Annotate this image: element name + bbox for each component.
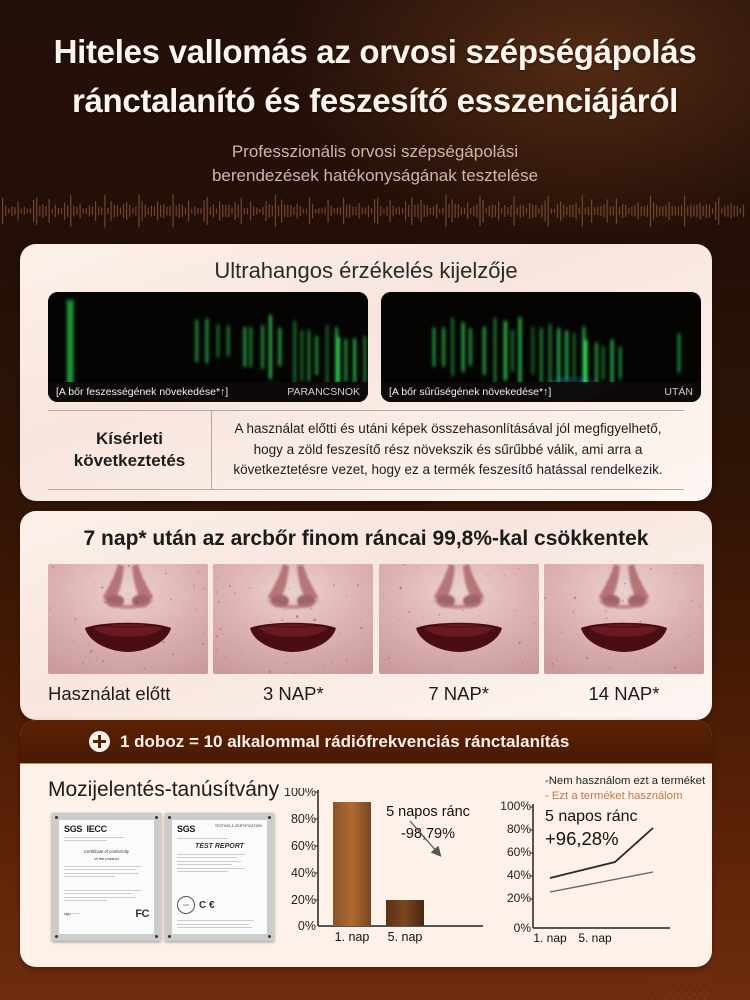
- svg-text:5 napos ránc: 5 napos ránc: [386, 804, 470, 820]
- svg-text:5. nap: 5. nap: [388, 930, 423, 944]
- svg-text:-98,79%: -98,79%: [401, 826, 455, 842]
- svg-text:40%: 40%: [291, 866, 316, 880]
- svg-text:+96,28%: +96,28%: [545, 828, 619, 849]
- svg-text:- Ezt a terméket használom: - Ezt a terméket használom: [545, 790, 683, 802]
- svg-text:5. nap: 5. nap: [578, 931, 612, 945]
- svg-text:0%: 0%: [514, 921, 532, 935]
- svg-text:80%: 80%: [507, 822, 531, 836]
- svg-text:0%: 0%: [298, 919, 316, 933]
- svg-text:60%: 60%: [507, 845, 531, 859]
- svg-text:100%: 100%: [500, 799, 531, 813]
- svg-text:60%: 60%: [291, 839, 316, 853]
- svg-text:20%: 20%: [291, 893, 316, 907]
- svg-text:80%: 80%: [291, 812, 316, 826]
- svg-text:1. nap: 1. nap: [335, 930, 370, 944]
- svg-text:40%: 40%: [507, 868, 531, 882]
- svg-text:100%: 100%: [284, 788, 316, 799]
- svg-text:1. nap: 1. nap: [533, 931, 567, 945]
- svg-text:5 napos ránc: 5 napos ránc: [545, 808, 638, 825]
- svg-text:-Nem használom ezt a terméket: -Nem használom ezt a terméket: [545, 775, 705, 787]
- svg-text:20%: 20%: [507, 891, 531, 905]
